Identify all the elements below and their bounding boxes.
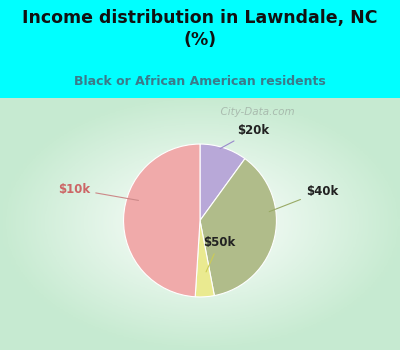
Wedge shape: [195, 220, 214, 297]
Text: Black or African American residents: Black or African American residents: [74, 75, 326, 88]
Text: Income distribution in Lawndale, NC
(%): Income distribution in Lawndale, NC (%): [22, 9, 378, 49]
Text: $40k: $40k: [269, 184, 338, 212]
Text: $50k: $50k: [204, 236, 236, 272]
Wedge shape: [200, 159, 276, 296]
Text: $20k: $20k: [220, 124, 269, 149]
Wedge shape: [124, 144, 200, 297]
Text: $10k: $10k: [58, 183, 138, 201]
Wedge shape: [200, 144, 245, 220]
Text: City-Data.com: City-Data.com: [214, 107, 294, 117]
